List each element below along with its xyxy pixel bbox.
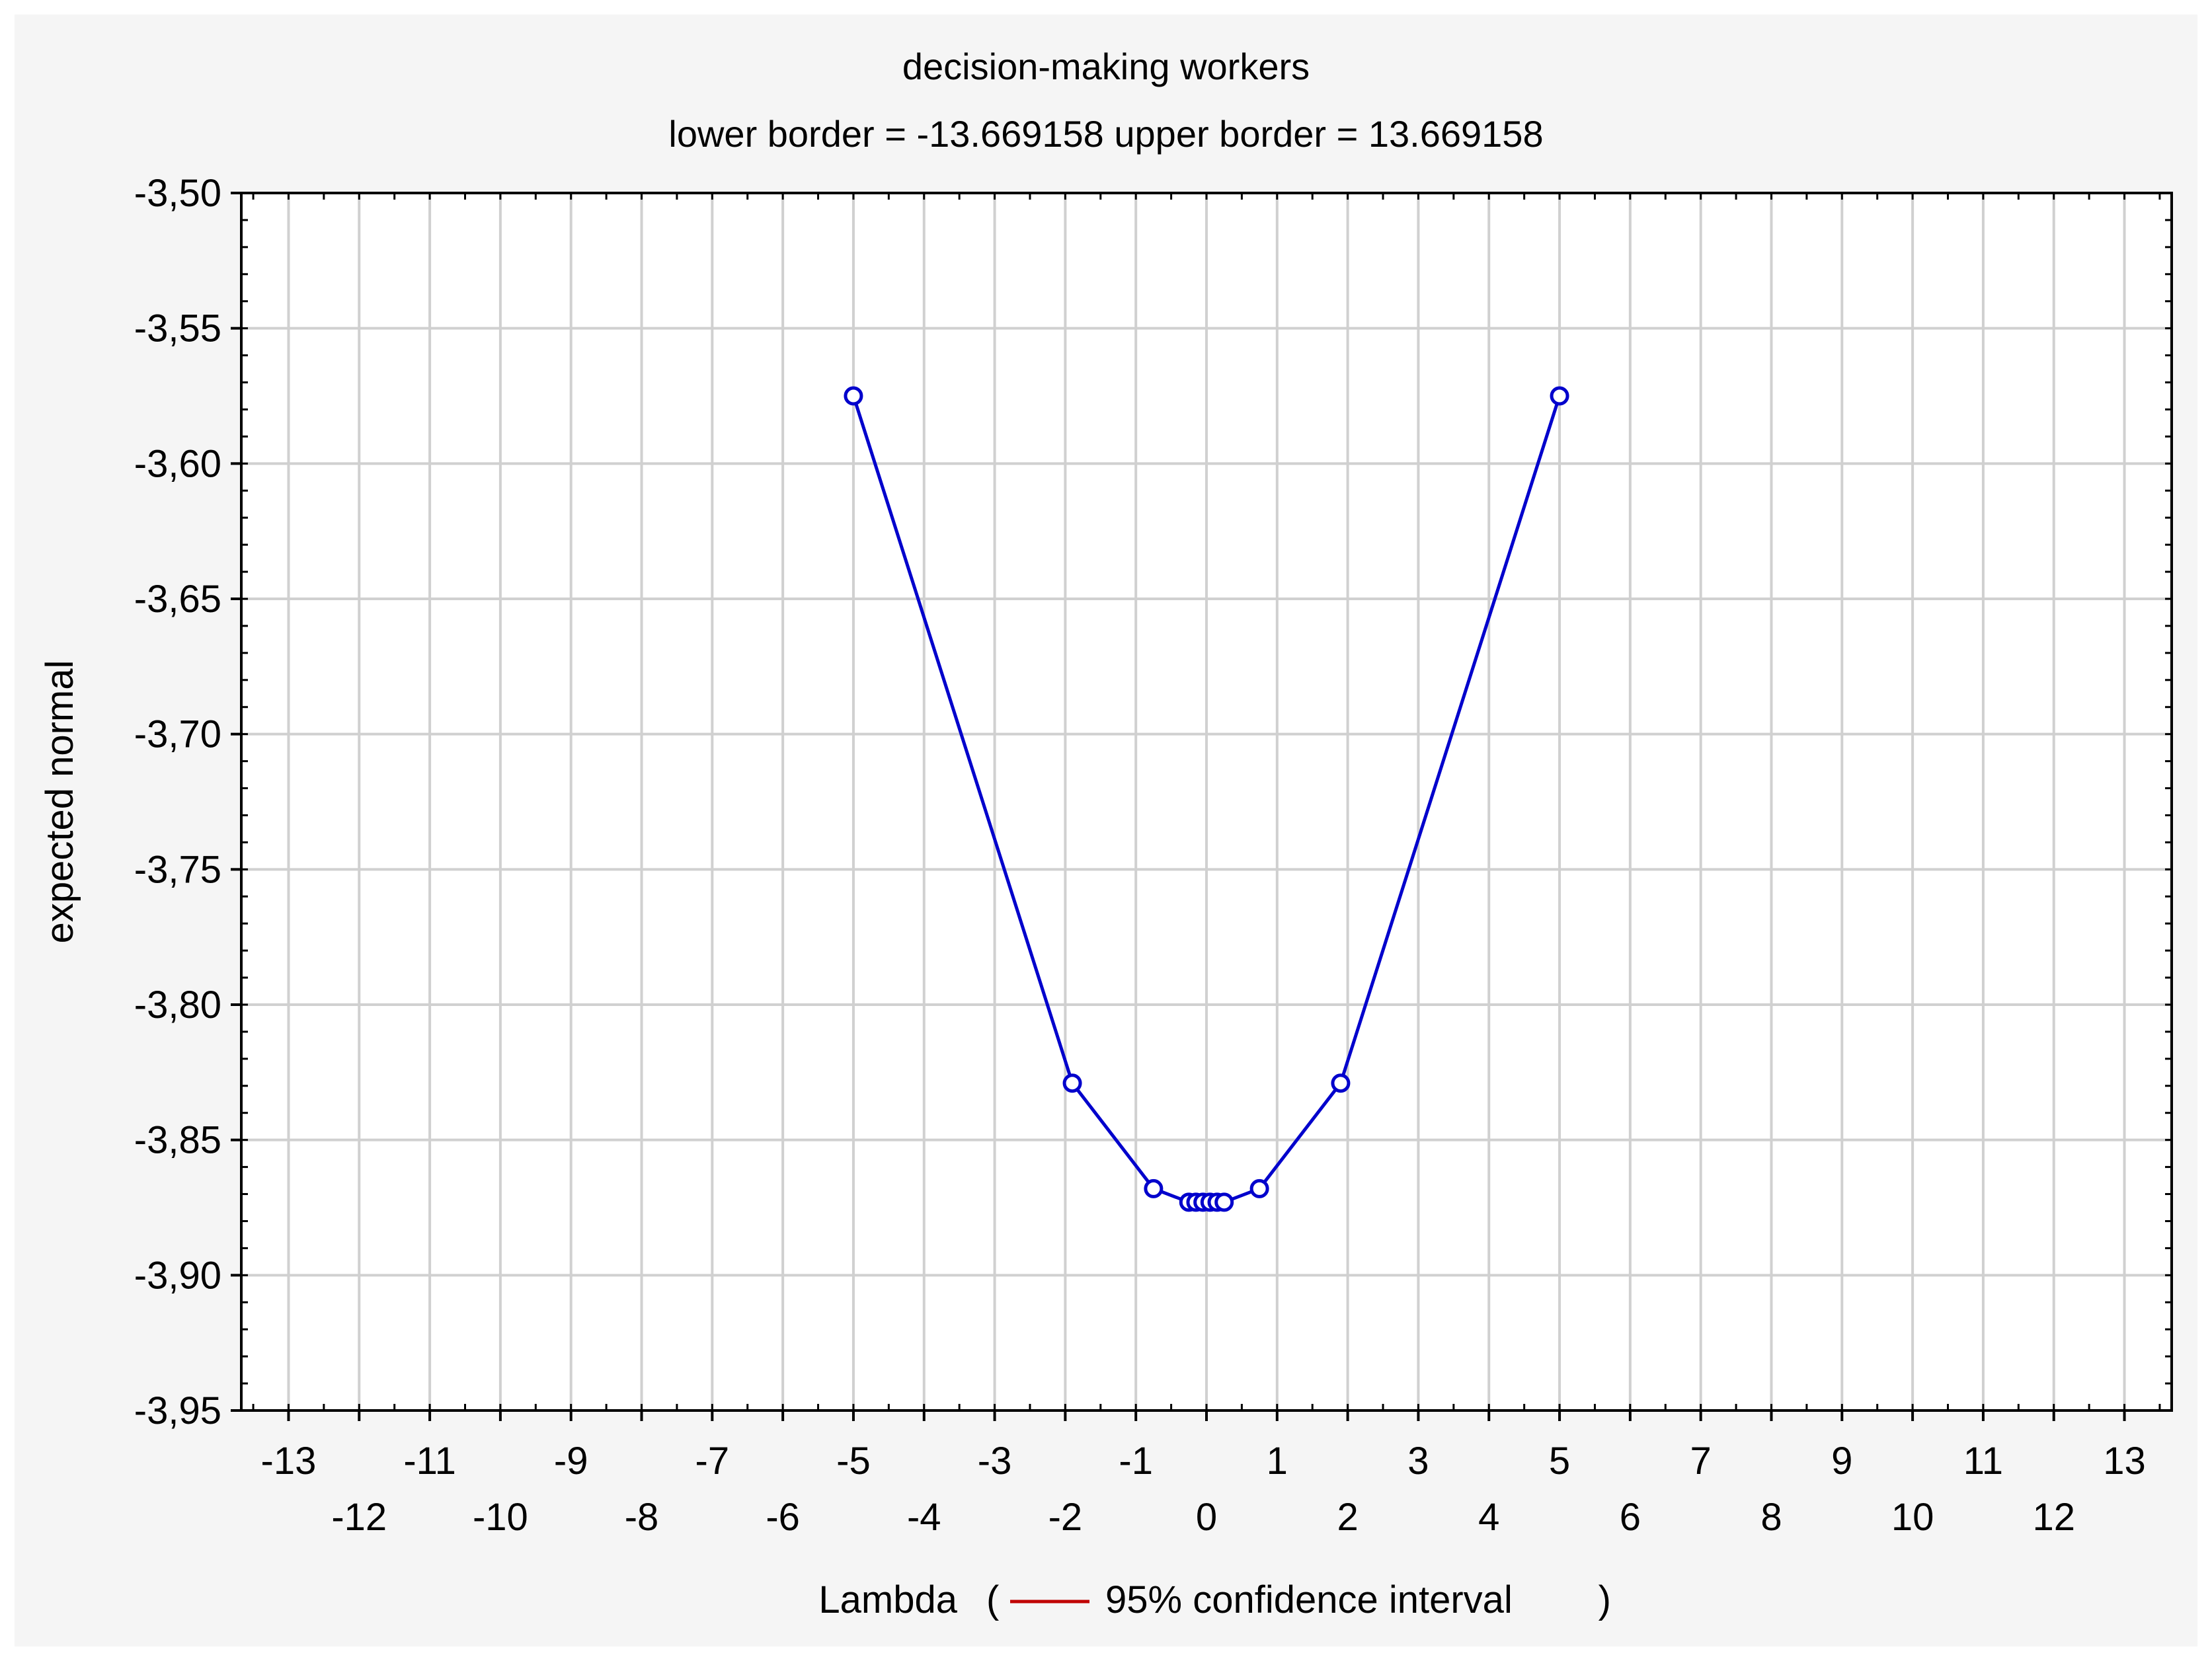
data-point <box>1214 1192 1234 1212</box>
x-tick-label-lower: 0 <box>1196 1496 1217 1539</box>
data-point <box>1144 1178 1164 1198</box>
data-point <box>1249 1178 1269 1198</box>
y-tick-label: -3,65 <box>134 578 221 621</box>
x-tick-label-lower: 10 <box>1891 1496 1934 1539</box>
x-axis-label: Lambda <box>818 1578 957 1621</box>
x-tick-label-upper: -9 <box>554 1440 588 1483</box>
legend-ci-label: 95% confidence interval <box>1105 1578 1513 1621</box>
x-tick-label-lower: -12 <box>331 1496 387 1539</box>
y-tick-labels: -3,50 -3,55 -3,60 -3,65 -3,70 -3,75 -3,80 -3,85… <box>134 172 221 1432</box>
y-tick-label: -3,80 <box>134 984 221 1026</box>
y-tick-label: -3,90 <box>134 1254 221 1297</box>
x-axis-label-open-paren: ( <box>986 1578 999 1621</box>
x-tick-label-lower: 12 <box>2032 1496 2075 1539</box>
x-axis-label-close-paren: ) <box>1599 1578 1611 1621</box>
x-tick-label-lower: -6 <box>766 1496 800 1539</box>
data-point <box>1331 1073 1351 1093</box>
x-tick-label-lower: 6 <box>1620 1496 1641 1539</box>
x-tick-label-upper: -7 <box>695 1440 730 1483</box>
x-tick-label-upper: 7 <box>1690 1440 1712 1483</box>
x-tick-label-lower: 8 <box>1760 1496 1782 1539</box>
x-tick-label-upper: 1 <box>1267 1440 1288 1483</box>
series-group <box>844 386 1569 1212</box>
y-axis-label: expected normal <box>38 660 81 944</box>
x-tick-label-upper: -13 <box>261 1440 317 1483</box>
y-tick-label: -3,70 <box>134 713 221 756</box>
x-tick-label-upper: 3 <box>1407 1440 1429 1483</box>
x-tick-label-upper: -3 <box>978 1440 1012 1483</box>
x-tick-labels: -13 -11 -9 -7 -5 -3 -1 1 3 5 7 9 11 13-12 -10 -8 -6 -4 -2 0… <box>261 1440 2146 1539</box>
y-tick-label: -3,60 <box>134 442 221 485</box>
y-tick-label: -3,95 <box>134 1389 221 1432</box>
x-tick-label-upper: 11 <box>1963 1440 2003 1483</box>
x-tick-label-lower: 4 <box>1478 1496 1499 1539</box>
x-tick-label-upper: 9 <box>1831 1440 1852 1483</box>
y-tick-label: -3,50 <box>134 172 221 215</box>
x-tick-label-lower: -4 <box>907 1496 941 1539</box>
chart-subtitle: lower border = -13.669158 upper border =… <box>668 113 1543 155</box>
x-axis-label-group: Lambda ( 95% confidence interval ) <box>818 1578 1611 1621</box>
plot-border <box>240 192 2173 1412</box>
grid-lines <box>241 192 2172 1412</box>
x-tick-label-upper: -11 <box>403 1440 456 1483</box>
x-tick-label-lower: -2 <box>1048 1496 1083 1539</box>
data-point <box>1550 386 1569 406</box>
x-tick-label-upper: -1 <box>1119 1440 1153 1483</box>
data-point <box>1062 1073 1082 1093</box>
x-tick-label-lower: -10 <box>473 1496 528 1539</box>
x-tick-label-upper: 13 <box>2103 1440 2146 1483</box>
x-tick-label-lower: -8 <box>625 1496 659 1539</box>
y-tick-label: -3,55 <box>134 307 221 350</box>
chart-title: decision-making workers <box>902 46 1310 87</box>
y-tick-label: -3,75 <box>134 848 221 891</box>
data-point <box>844 386 863 406</box>
x-tick-label-upper: 5 <box>1549 1440 1570 1483</box>
x-tick-label-lower: 2 <box>1337 1496 1358 1539</box>
x-tick-label-upper: -5 <box>836 1440 871 1483</box>
y-tick-label: -3,85 <box>134 1119 221 1162</box>
